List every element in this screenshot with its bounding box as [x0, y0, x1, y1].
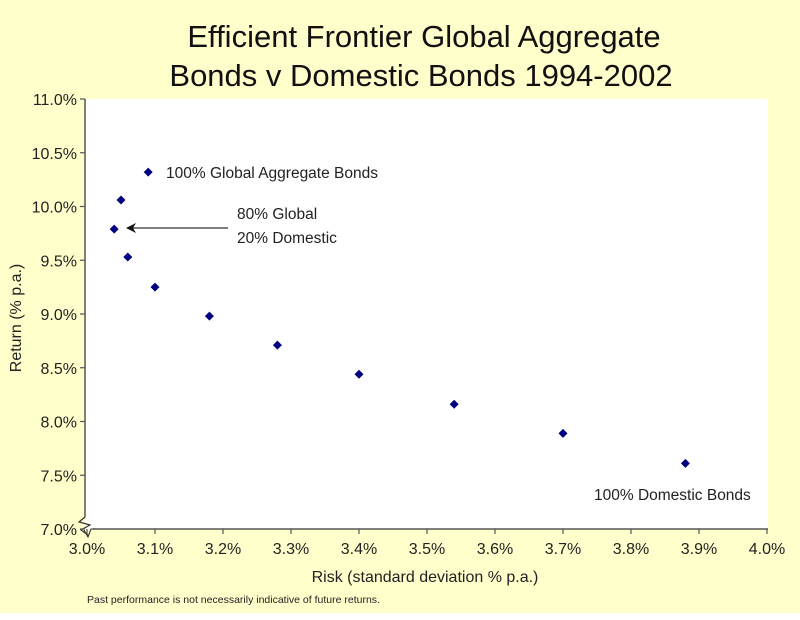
x-tick-label: 3.3%: [273, 541, 309, 558]
y-tick-label: 10.0%: [32, 200, 77, 217]
data-point: [558, 428, 568, 438]
data-point: [123, 252, 133, 262]
annotation-80-20: 80% Global 20% Domestic: [126, 206, 337, 247]
data-point: [150, 282, 160, 292]
y-tick-label: 8.0%: [41, 415, 77, 432]
y-axis: 7.0% 7.5% 8.0% 8.5% 9.0% 9.5% 10.0% 10.5% 11.0%: [32, 92, 92, 539]
x-tick-label: 4.0%: [749, 541, 785, 558]
y-tick-label: 9.0%: [41, 307, 77, 324]
x-tick-label: 3.1%: [137, 541, 173, 558]
x-tick-label: 3.0%: [69, 541, 105, 558]
data-point: [354, 369, 364, 379]
y-tick-label: 11.0%: [33, 92, 77, 109]
y-tick-label: 9.5%: [41, 253, 77, 270]
x-tick-label: 3.4%: [341, 541, 377, 558]
annotation-80-global: 80% Global: [237, 206, 317, 223]
x-tick-label: 3.8%: [613, 541, 649, 558]
plot-area: [85, 99, 768, 529]
chart-title-line-2: Bonds v Domestic Bonds 1994-2002: [169, 58, 672, 93]
x-tick-label: 3.9%: [681, 541, 717, 558]
x-tick-label: 3.2%: [205, 541, 241, 558]
x-axis: 3.0% 3.1% 3.2% 3.3% 3.4% 3.5% 3.6% 3.7% 3.8% 3.9%…: [69, 528, 785, 558]
data-point: [143, 167, 153, 177]
y-tick-label: 10.5%: [32, 146, 77, 163]
data-point: [272, 340, 282, 350]
axis-break-icon: [77, 516, 92, 536]
x-tick-label: 3.5%: [409, 541, 445, 558]
annotation-100-global: 100% Global Aggregate Bonds: [166, 165, 378, 182]
annotation-100-domestic: 100% Domestic Bonds: [594, 487, 751, 504]
x-tick-label: 3.6%: [477, 541, 513, 558]
y-axis-title: Return (% p.a.): [8, 264, 25, 372]
data-point: [116, 195, 126, 205]
data-point: [449, 399, 459, 409]
x-axis-title: Risk (standard deviation % p.a.): [312, 569, 539, 586]
data-points: [109, 167, 690, 468]
data-point: [204, 311, 214, 321]
x-axis-break-icon: [83, 528, 95, 539]
y-tick-label: 7.0%: [41, 522, 77, 539]
data-point: [680, 458, 690, 468]
y-tick-label: 7.5%: [41, 468, 77, 485]
annotation-20-domestic: 20% Domestic: [237, 230, 337, 247]
y-tick-label: 8.5%: [41, 361, 77, 378]
chart-title-line-1: Efficient Frontier Global Aggregate: [187, 19, 660, 54]
data-point: [109, 224, 119, 234]
x-tick-label: 3.7%: [545, 541, 581, 558]
footnote: Past performance is not necessarily indi…: [87, 594, 380, 606]
arrowhead-icon: [126, 223, 136, 233]
